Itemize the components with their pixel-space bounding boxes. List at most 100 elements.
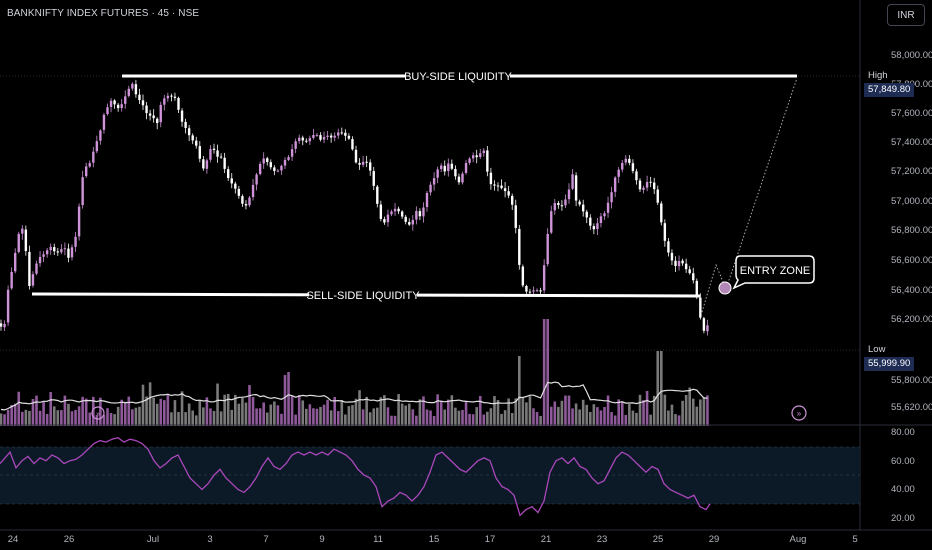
time-axis-label: 7 — [263, 534, 268, 545]
volume-bar — [269, 404, 273, 426]
candle-body — [184, 121, 187, 128]
volume-bar — [283, 375, 287, 426]
volume-bar — [535, 412, 539, 426]
volume-bar — [92, 396, 95, 426]
volume-bar — [116, 406, 120, 426]
volume-bar — [507, 398, 510, 426]
volume-bar — [191, 410, 194, 426]
candle-body — [528, 291, 532, 293]
price-axis-label: 57,600.00 — [891, 108, 932, 119]
candle-body — [397, 208, 400, 212]
volume-bar — [322, 404, 326, 426]
volume-bar — [131, 409, 134, 426]
candle-body — [113, 100, 116, 105]
price-axis-label: 57,200.00 — [891, 166, 932, 177]
candle-body — [14, 252, 17, 272]
volume-bar — [60, 410, 63, 426]
volume-bar — [212, 410, 216, 426]
volume-bar — [429, 410, 432, 426]
volume-bar — [514, 398, 518, 426]
candle-body — [159, 104, 162, 123]
candle-body — [450, 163, 454, 169]
candle-body — [564, 199, 567, 206]
candle-body — [301, 137, 304, 141]
volume-bar — [163, 400, 166, 426]
candle-body — [613, 177, 617, 192]
volume-bar — [418, 399, 422, 426]
candle-body — [489, 172, 493, 185]
candle-body — [511, 195, 514, 205]
volume-bar — [620, 402, 624, 426]
currency-button[interactable]: INR — [887, 4, 925, 26]
candle-body — [404, 216, 407, 222]
volume-bar — [326, 399, 329, 426]
candle-body — [266, 158, 269, 162]
volume-bar — [84, 398, 88, 426]
candle-body — [152, 115, 155, 119]
volume-bar — [198, 400, 202, 426]
volume-bar — [52, 406, 56, 426]
candle-body — [74, 236, 77, 247]
candle-body — [422, 207, 425, 217]
volume-bar — [255, 408, 258, 426]
volume-bar — [248, 385, 251, 426]
rsi-panel — [0, 424, 932, 517]
low-badge: Low55,999.90 — [864, 343, 932, 371]
candle-body — [518, 228, 521, 265]
volume-bar — [702, 396, 706, 426]
candle-body — [535, 290, 539, 292]
volume-bar — [173, 400, 177, 426]
candle-body — [234, 183, 237, 189]
time-axis-label: 29 — [709, 534, 720, 545]
candle-body — [415, 210, 418, 220]
candle-body — [287, 157, 290, 160]
volume-bar — [294, 414, 297, 426]
candle-body — [173, 96, 177, 98]
candle-body — [482, 150, 485, 154]
volume-bar — [308, 404, 312, 426]
time-axis-label: 9 — [319, 534, 324, 545]
volume-ma-line — [0, 381, 708, 411]
candle-body — [372, 171, 375, 186]
candle-body — [131, 83, 134, 89]
volume-bar — [571, 408, 574, 426]
volume-bar — [358, 390, 361, 426]
buy-side-label-bg — [406, 68, 510, 84]
time-axis-labels: 24 26 Jul 3 7 9 11 15 17 21 23 25 29 Aug 5 — [8, 534, 858, 545]
candle-body — [603, 213, 606, 217]
scroll-to-start-icon[interactable]: » — [91, 406, 105, 420]
volume-bar — [177, 411, 180, 426]
volume-bar — [35, 395, 38, 426]
volume-bar — [475, 407, 478, 426]
candle-body — [358, 162, 361, 165]
volume-bar — [344, 414, 347, 426]
volume-bar — [24, 409, 28, 426]
volume-bar — [301, 400, 305, 426]
candle-body — [667, 241, 670, 253]
candle-body — [88, 163, 91, 167]
time-axis-label: Aug — [790, 534, 807, 545]
scroll-to-realtime-icon[interactable]: » — [791, 405, 807, 421]
candle-body — [550, 211, 553, 233]
candle-body — [361, 161, 365, 165]
volume-bar — [688, 387, 691, 426]
volume-bar — [432, 415, 436, 426]
volume-bar — [244, 402, 248, 426]
entry-marker[interactable] — [718, 281, 732, 295]
time-axis-label: 11 — [373, 534, 383, 545]
candle-body — [202, 159, 205, 169]
candle-body — [369, 162, 372, 171]
volume-bar — [606, 395, 610, 426]
volume-bar — [205, 397, 209, 426]
candle-body — [681, 260, 684, 264]
volume-bar — [315, 408, 319, 426]
high-value: 57,849.80 — [864, 83, 915, 97]
volume-bar — [230, 409, 234, 426]
volume-bar — [397, 394, 400, 426]
candle-body — [354, 149, 358, 163]
candle-body — [539, 290, 542, 292]
volume-bar — [660, 351, 663, 426]
candle-body — [674, 260, 677, 266]
volume-bar — [258, 408, 262, 426]
candle-body — [649, 181, 652, 183]
